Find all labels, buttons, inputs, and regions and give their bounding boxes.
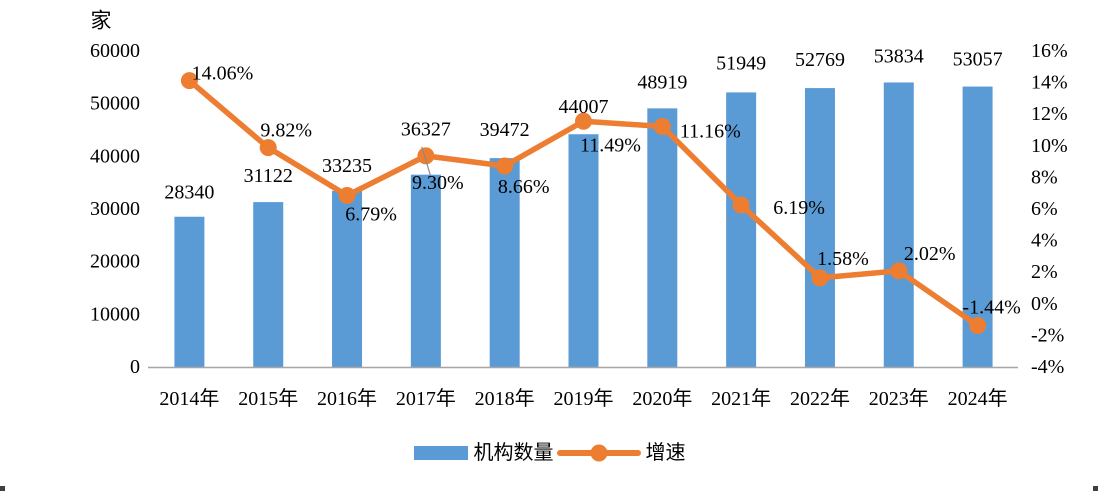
leader-line <box>421 146 432 178</box>
line-label: 2.02% <box>904 243 956 265</box>
left-axis-tick: 40000 <box>90 145 140 167</box>
right-axis-tick: 10% <box>1031 135 1068 157</box>
line-label: 9.82% <box>260 120 312 142</box>
left-axis-tick: 0 <box>130 356 140 378</box>
line-marker <box>811 269 829 287</box>
bar <box>410 174 441 367</box>
bar <box>726 92 757 368</box>
line-marker <box>575 112 592 130</box>
left-axis-unit-label: 家 <box>91 8 112 32</box>
right-axis-tick: 12% <box>1031 103 1068 125</box>
bar-label: 31122 <box>244 165 293 187</box>
right-axis-tick: 2% <box>1031 261 1058 283</box>
x-axis-label: 2021年 <box>711 387 771 410</box>
x-axis-label: 2024年 <box>948 387 1008 410</box>
line-marker <box>338 187 356 205</box>
bar <box>253 202 284 367</box>
bar <box>647 108 678 368</box>
line-label: 11.49% <box>580 134 641 156</box>
line-label: -1.44% <box>962 297 1020 319</box>
line-marker <box>496 157 514 175</box>
bar-label: 33235 <box>322 155 372 177</box>
x-axis-label: 2020年 <box>632 387 692 410</box>
x-axis-label: 2023年 <box>869 387 929 410</box>
right-axis-tick: -4% <box>1031 356 1064 378</box>
line-marker <box>890 262 908 280</box>
bar <box>568 134 599 367</box>
bar <box>174 216 205 367</box>
line-label: 11.16% <box>680 120 741 142</box>
right-axis-tick: 14% <box>1031 72 1068 94</box>
bar <box>883 82 914 367</box>
line-marker <box>417 147 435 165</box>
right-axis-tick: 0% <box>1031 293 1058 315</box>
x-axis-label: 2022年 <box>790 387 850 410</box>
line-marker <box>732 196 750 214</box>
line-label: 1.58% <box>817 248 869 270</box>
border-artifact-left <box>0 486 5 491</box>
legend-line-label: 增速 <box>645 442 686 464</box>
line-marker <box>259 139 277 157</box>
bar-label: 44007 <box>559 96 609 118</box>
bar-label: 39472 <box>480 119 530 141</box>
right-axis-tick: -2% <box>1031 324 1064 346</box>
legend-bar-label: 机构数量 <box>473 442 554 464</box>
bar <box>332 190 363 367</box>
x-axis-label: 2017年 <box>396 387 456 410</box>
right-axis-tick: 8% <box>1031 166 1058 188</box>
left-axis-tick: 20000 <box>90 251 140 273</box>
left-axis-tick: 60000 <box>90 40 140 62</box>
right-axis-tick: 6% <box>1031 198 1058 220</box>
bar-label: 52769 <box>795 49 845 71</box>
bar <box>804 88 835 368</box>
x-axis-label: 2018年 <box>475 387 535 410</box>
border-artifact-right <box>1093 486 1098 491</box>
x-axis-label: 2019年 <box>554 387 614 410</box>
line-marker <box>969 317 987 335</box>
bar-label: 48919 <box>637 71 687 93</box>
bar-label: 36327 <box>401 119 451 141</box>
line-label: 14.06% <box>192 63 254 85</box>
x-axis-label: 2015年 <box>238 387 298 410</box>
line-label: 9.30% <box>412 172 464 194</box>
right-axis-tick: 4% <box>1031 230 1058 252</box>
x-axis-label: 2016年 <box>317 387 377 410</box>
bar-label: 53057 <box>953 49 1003 71</box>
legend-bar-swatch <box>413 446 468 460</box>
chart-legend: 机构数量 增速 <box>0 440 1099 466</box>
line-marker <box>653 117 671 135</box>
right-axis-tick: 16% <box>1031 40 1068 62</box>
bar <box>489 158 520 367</box>
left-axis-tick: 30000 <box>90 198 140 220</box>
bar-label: 28340 <box>164 182 214 204</box>
legend-line-swatch <box>556 444 641 462</box>
left-axis-tick: 50000 <box>90 93 140 115</box>
line-label: 6.79% <box>345 204 397 226</box>
x-axis-label: 2014年 <box>159 387 219 410</box>
line-label: 8.66% <box>498 176 550 198</box>
left-axis-tick: 10000 <box>90 303 140 325</box>
bar-label: 53834 <box>874 45 924 67</box>
line-label: 6.19% <box>773 197 825 219</box>
line-marker <box>180 72 198 90</box>
legend-line-marker-icon <box>590 444 607 462</box>
bar-label: 51949 <box>716 52 766 74</box>
